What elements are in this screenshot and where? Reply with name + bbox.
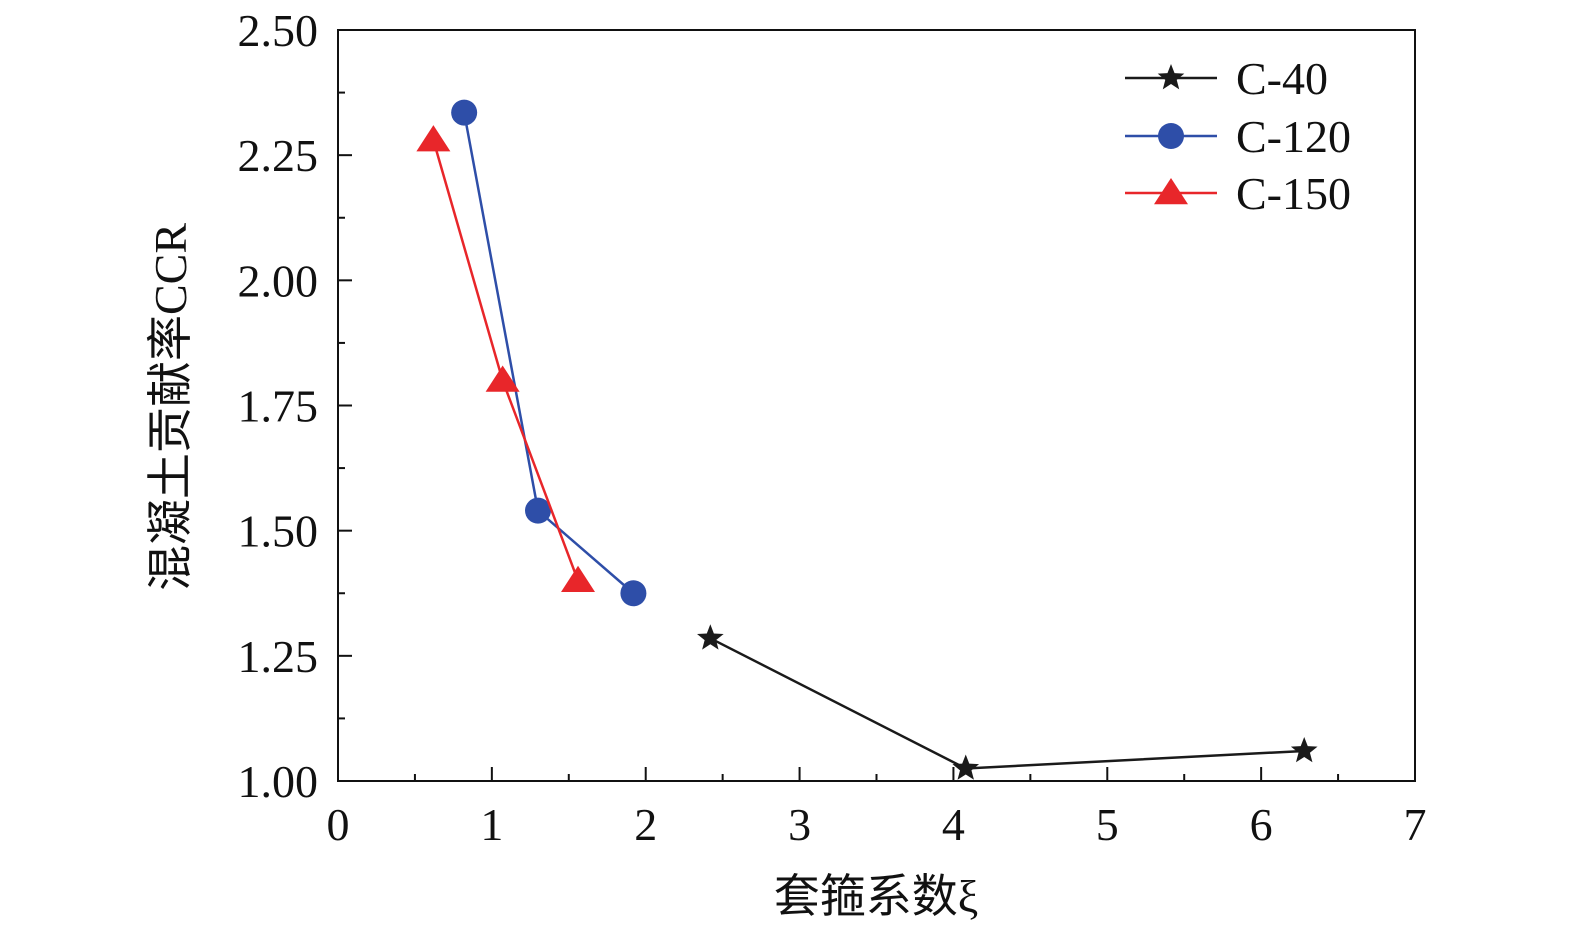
data-point-c-120: [525, 497, 552, 524]
y-tick-label: 1.00: [238, 756, 319, 807]
data-point-c-150: [561, 565, 596, 592]
data-point-c-150: [485, 365, 520, 392]
legend-item-c-40: C-40: [1125, 53, 1328, 104]
x-tick-label: 7: [1404, 799, 1427, 850]
x-tick-label: 3: [788, 799, 811, 850]
x-tick-label: 1: [480, 799, 503, 850]
legend-item-c-150: C-150: [1125, 168, 1351, 219]
y-tick-label: 1.50: [238, 506, 319, 557]
legend-marker: [1157, 64, 1185, 90]
data-point-c-40: [1290, 736, 1318, 763]
x-tick-label: 0: [327, 799, 350, 850]
y-tick-label: 2.50: [238, 5, 319, 56]
legend-item-c-120: C-120: [1125, 111, 1351, 162]
series-c-120: [451, 99, 647, 607]
legend-marker: [1154, 178, 1188, 205]
data-point-c-120: [620, 580, 647, 607]
y-tick-label: 1.75: [238, 381, 319, 432]
data-point-c-40: [697, 624, 724, 650]
plot-frame: [337, 29, 1416, 782]
x-tick-label: 5: [1096, 799, 1119, 850]
y-axis-label: 混凝土贡献率CCR: [145, 223, 196, 591]
x-tick-label: 2: [634, 799, 657, 850]
x-axis-label: 套箍系数ξ: [774, 871, 979, 922]
series-c-40: [697, 624, 1318, 780]
x-tick-label: 4: [942, 799, 965, 850]
legend-label: C-150: [1236, 168, 1351, 219]
data-point-c-150: [416, 125, 451, 152]
legend-label: C-120: [1236, 111, 1351, 162]
y-tick-label: 2.25: [238, 130, 319, 181]
legend-label: C-40: [1236, 53, 1328, 104]
x-tick-label: 6: [1250, 799, 1273, 850]
data-point-c-120: [451, 99, 478, 126]
y-tick-label: 2.00: [238, 255, 319, 306]
y-tick-label: 1.25: [238, 631, 319, 682]
legend-marker: [1158, 123, 1184, 149]
series-c-150: [416, 125, 596, 592]
data-point-c-40: [952, 754, 980, 780]
legend: C-40 C-120 C-150: [1125, 53, 1351, 219]
